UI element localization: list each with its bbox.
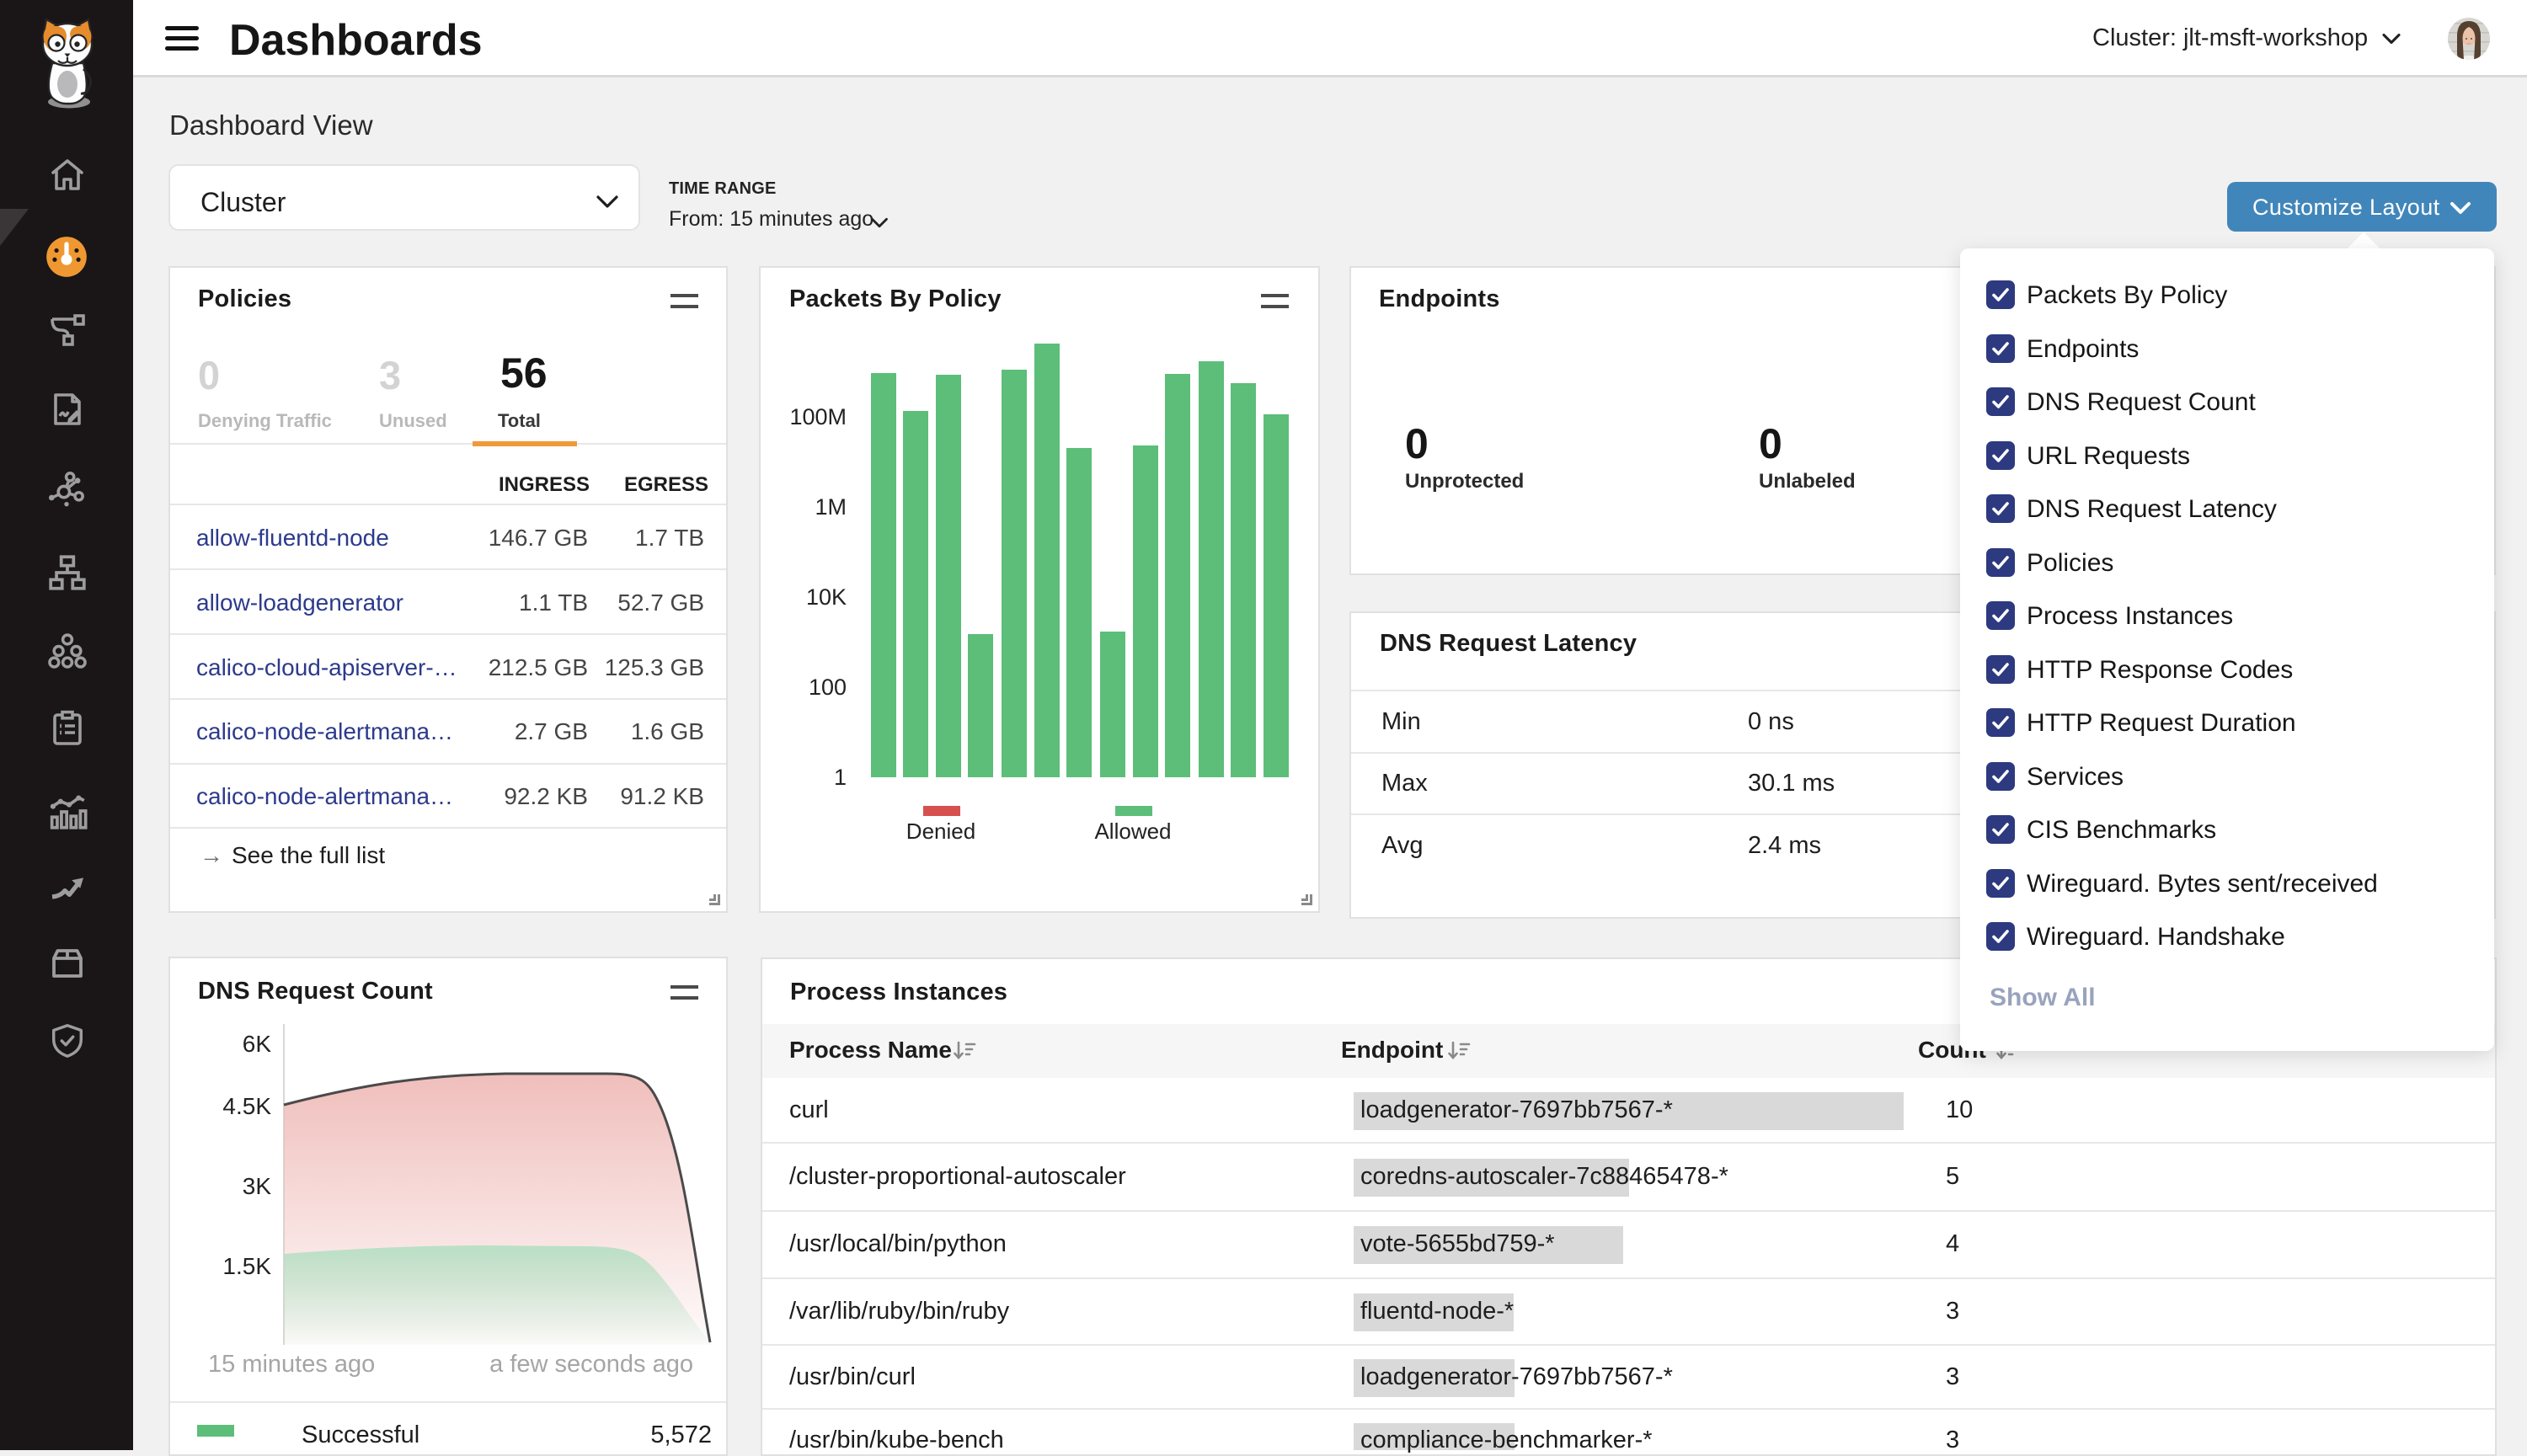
svg-text:1M: 1M xyxy=(815,494,847,520)
svg-text:10K: 10K xyxy=(806,584,847,610)
svg-text:1.5K: 1.5K xyxy=(222,1253,271,1279)
svg-text:100: 100 xyxy=(809,675,847,700)
svg-text:4.5K: 4.5K xyxy=(222,1093,271,1119)
svg-text:6K: 6K xyxy=(243,1031,272,1057)
svg-text:100M: 100M xyxy=(789,404,847,429)
svg-text:a few seconds ago: a few seconds ago xyxy=(489,1351,693,1378)
svg-text:Successful: Successful xyxy=(302,1421,419,1448)
svg-text:15 minutes ago: 15 minutes ago xyxy=(208,1351,375,1378)
svg-text:Denied: Denied xyxy=(906,819,975,844)
svg-text:5,572: 5,572 xyxy=(650,1421,712,1448)
svg-text:1: 1 xyxy=(834,765,847,790)
svg-text:3K: 3K xyxy=(243,1173,272,1199)
svg-text:Allowed: Allowed xyxy=(1094,819,1171,844)
